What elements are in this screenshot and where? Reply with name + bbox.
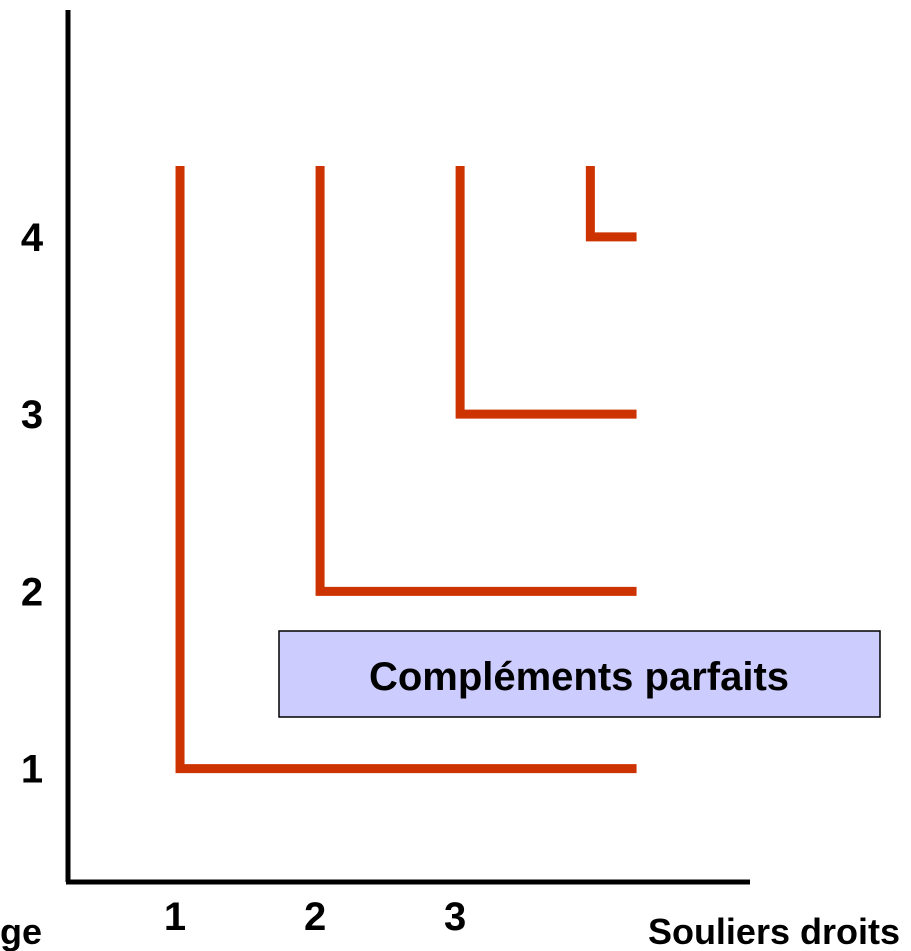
annotation: Compléments parfaits xyxy=(369,655,789,699)
x-tick-label: 1 xyxy=(164,895,186,939)
indifference-curve xyxy=(175,165,637,774)
y-axis-label: ge xyxy=(0,911,42,951)
annotation-box xyxy=(278,630,881,718)
y-tick-label: 1 xyxy=(21,748,43,792)
indifference-curve xyxy=(455,165,637,419)
x-axis-label: Souliers droits xyxy=(648,911,900,951)
y-tick-label: 3 xyxy=(21,393,43,437)
indifference-curve xyxy=(315,165,637,596)
x-tick-label: 2 xyxy=(304,895,326,939)
y-tick-label: 2 xyxy=(21,570,43,614)
x-tick-label: 3 xyxy=(444,895,466,939)
indifference-curve xyxy=(585,165,637,242)
y-tick-label: 4 xyxy=(21,216,44,260)
